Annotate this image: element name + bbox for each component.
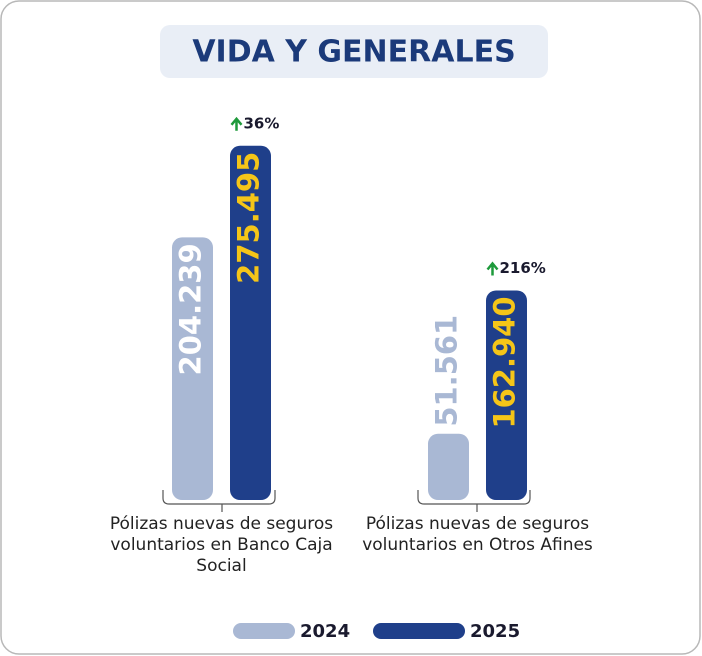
- chart-title: VIDA Y GENERALES: [192, 35, 515, 70]
- category-label: Pólizas nuevas de seguros voluntarios en…: [109, 514, 334, 576]
- bar: [428, 433, 469, 500]
- title-pill: [160, 25, 548, 78]
- value-label: 204.239: [174, 243, 208, 375]
- legend-swatch: [233, 623, 295, 639]
- value-label: 275.495: [232, 152, 266, 284]
- brace: [417, 490, 531, 512]
- legend-swatch: [373, 623, 465, 639]
- change-label: 216%: [500, 259, 546, 277]
- brace: [162, 490, 276, 512]
- change-label: 36%: [244, 114, 280, 132]
- value-label: 51.561: [430, 315, 464, 427]
- bar: [172, 237, 213, 501]
- bar: [486, 290, 527, 500]
- legend-label: 2024: [300, 621, 350, 642]
- up-arrow: [486, 261, 499, 276]
- legend-label: 2025: [470, 621, 520, 642]
- up-arrow: [230, 116, 243, 131]
- bar: [230, 145, 271, 500]
- category-label: Pólizas nuevas de seguros voluntarios en…: [362, 514, 593, 555]
- value-label: 162.940: [488, 296, 522, 428]
